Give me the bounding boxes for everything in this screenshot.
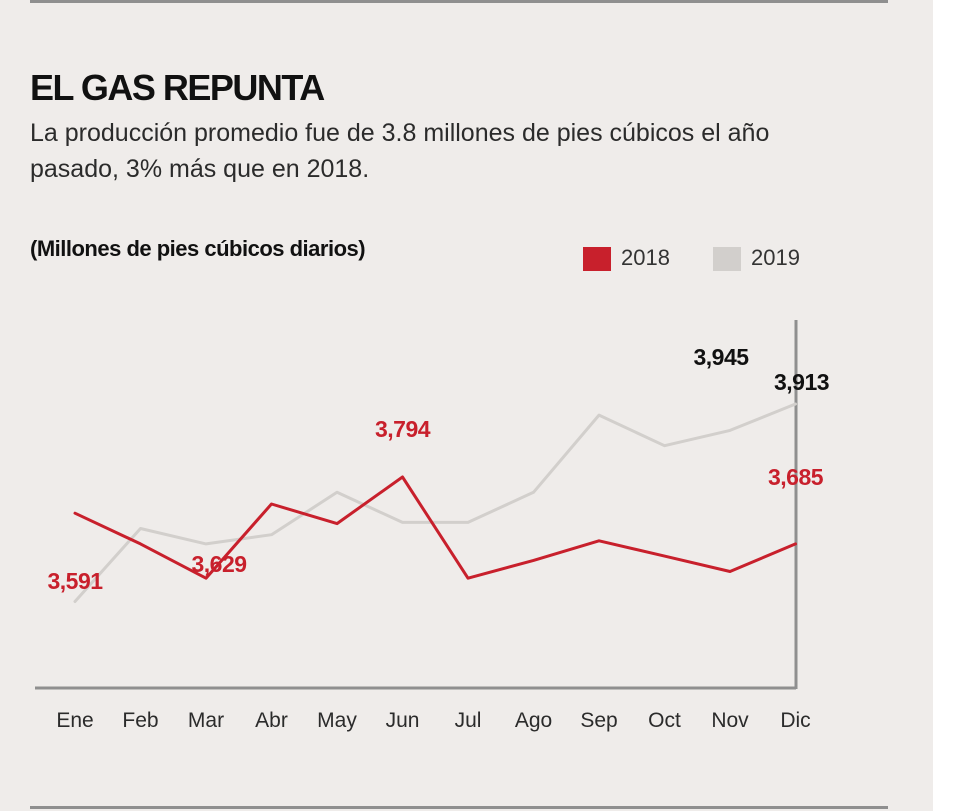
series-line-2019 [73, 402, 797, 603]
x-tick-label-ago: Ago [515, 709, 552, 732]
legend: 2018 2019 [583, 243, 843, 273]
line-chart: Ene Feb Mar Abr May Jun Jul Ago Sep Oct Nov Dic 3,59… [35, 320, 830, 732]
x-tick-label-sep: Sep [580, 709, 617, 732]
data-label-2018-mar: 3,629 [191, 551, 246, 577]
data-label-2018-dic: 3,685 [768, 464, 824, 490]
data-label-2018-ene: 3,591 [47, 568, 103, 594]
x-tick-label-abr: Abr [255, 709, 288, 732]
x-tick-label-oct: Oct [648, 709, 681, 732]
chart-title: EL GAS REPUNTA [30, 67, 325, 108]
x-tick-label-ene: Ene [56, 709, 93, 732]
legend-swatch-2019 [713, 247, 741, 271]
data-label-2019-dic: 3,913 [774, 369, 829, 395]
x-tick-label-nov: Nov [711, 709, 749, 732]
x-tick-label-jul: Jul [455, 709, 482, 732]
x-tick-label-feb: Feb [122, 709, 158, 732]
x-tick-label-jun: Jun [386, 709, 420, 732]
units-label: (Millones de pies cúbicos diarios) [30, 236, 366, 261]
x-tick-label-mar: Mar [188, 709, 224, 732]
data-label-2018-jun: 3,794 [375, 416, 431, 442]
chart-panel: EL GAS REPUNTA La producción promedio fu… [0, 0, 933, 811]
x-tick-label-may: May [317, 709, 357, 732]
top-rule [30, 0, 888, 3]
legend-label-2018: 2018 [621, 245, 670, 270]
legend-label-2019: 2019 [751, 245, 800, 270]
bottom-rule [30, 806, 888, 809]
data-label-2019-nov: 3,945 [693, 344, 749, 370]
chart-subtitle: La producción promedio fue de 3.8 millon… [30, 119, 770, 183]
legend-swatch-2018 [583, 247, 611, 271]
series-line-2018 [73, 475, 797, 580]
x-tick-label-dic: Dic [780, 709, 810, 732]
